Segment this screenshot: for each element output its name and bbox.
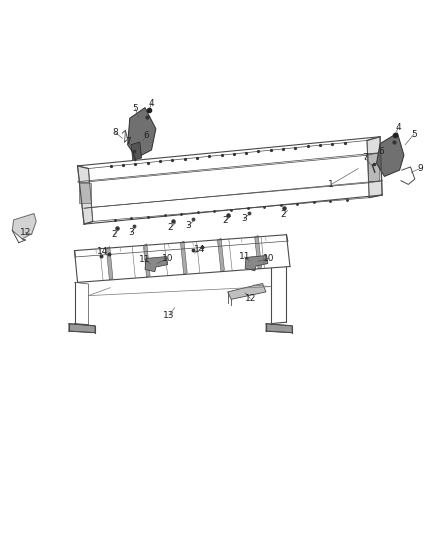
- Polygon shape: [180, 241, 187, 274]
- Text: 3: 3: [186, 221, 191, 230]
- Text: 3: 3: [241, 214, 247, 223]
- Polygon shape: [377, 133, 404, 176]
- Text: 4: 4: [396, 123, 401, 132]
- Polygon shape: [266, 324, 292, 333]
- Polygon shape: [254, 236, 261, 269]
- Polygon shape: [69, 324, 95, 333]
- Polygon shape: [228, 284, 266, 300]
- Text: 6: 6: [378, 147, 384, 156]
- Text: 11: 11: [239, 253, 250, 262]
- Text: 6: 6: [143, 131, 149, 140]
- Polygon shape: [106, 247, 113, 280]
- Text: 12: 12: [245, 294, 256, 303]
- Text: 11: 11: [139, 255, 151, 264]
- Polygon shape: [127, 108, 156, 158]
- Text: 3: 3: [128, 228, 134, 237]
- Polygon shape: [12, 214, 36, 239]
- Text: 2: 2: [223, 216, 228, 225]
- Text: 5: 5: [133, 104, 138, 113]
- Text: 13: 13: [163, 311, 175, 320]
- Text: 5: 5: [411, 130, 417, 139]
- Text: 2: 2: [111, 230, 117, 239]
- Text: 1: 1: [328, 180, 334, 189]
- Bar: [367, 153, 378, 181]
- Polygon shape: [218, 238, 224, 272]
- Text: 7: 7: [362, 154, 367, 163]
- Text: 7: 7: [126, 137, 131, 146]
- Polygon shape: [143, 244, 150, 277]
- Text: 10: 10: [162, 254, 174, 263]
- Text: 2: 2: [167, 223, 173, 232]
- Text: 8: 8: [113, 128, 118, 137]
- Text: 4: 4: [149, 99, 154, 108]
- Text: 14: 14: [194, 245, 205, 254]
- Polygon shape: [131, 142, 141, 160]
- Polygon shape: [145, 256, 168, 272]
- Text: 12: 12: [20, 228, 31, 237]
- Polygon shape: [78, 166, 93, 224]
- Text: 14: 14: [97, 247, 108, 256]
- Polygon shape: [245, 255, 268, 271]
- Text: 9: 9: [417, 164, 423, 173]
- Bar: [79, 183, 92, 203]
- Polygon shape: [367, 137, 382, 198]
- Text: 10: 10: [263, 254, 275, 263]
- Text: 2: 2: [281, 210, 286, 219]
